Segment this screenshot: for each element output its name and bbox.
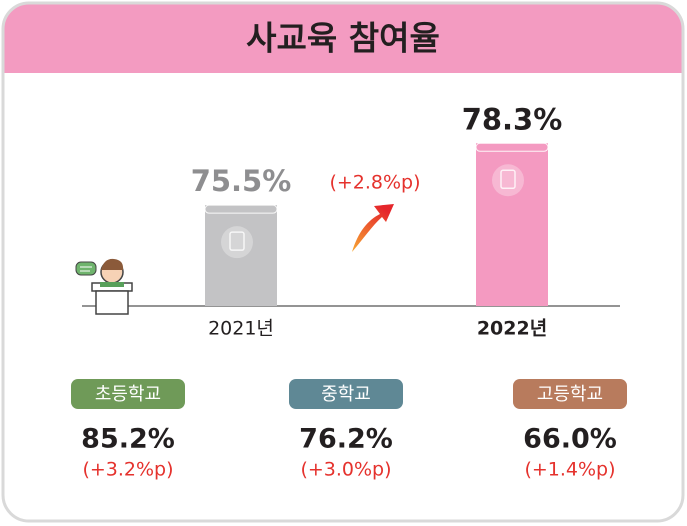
chart-title: 사교육 참여율 [246, 19, 440, 58]
infographic: 사교육 참여율 (+2.8%p) 75.5% 2021년 78.3% 2022년초등학… [0, 0, 687, 526]
level-name: 고등학교 [537, 384, 603, 405]
level-value: 76.2% [299, 424, 393, 455]
level-change: (+1.4%p) [524, 459, 615, 481]
x-tick-label: 2021년 [208, 318, 274, 340]
level-value: 66.0% [523, 424, 617, 455]
level-change: (+3.0%p) [300, 459, 391, 481]
bar-cover [205, 205, 277, 213]
bar-icon [492, 164, 524, 196]
level-name: 중학교 [321, 384, 371, 405]
bar-icon [221, 226, 253, 258]
level-name: 초등학교 [95, 384, 161, 405]
level-change: (+3.2%p) [82, 459, 173, 481]
level-value: 85.2% [81, 424, 175, 455]
value-label: 78.3% [462, 102, 563, 136]
change-annotation: (+2.8%p) [329, 172, 420, 194]
x-tick-label: 2022년 [477, 318, 547, 340]
bar-cover [476, 143, 548, 151]
value-label: 75.5% [191, 164, 292, 198]
